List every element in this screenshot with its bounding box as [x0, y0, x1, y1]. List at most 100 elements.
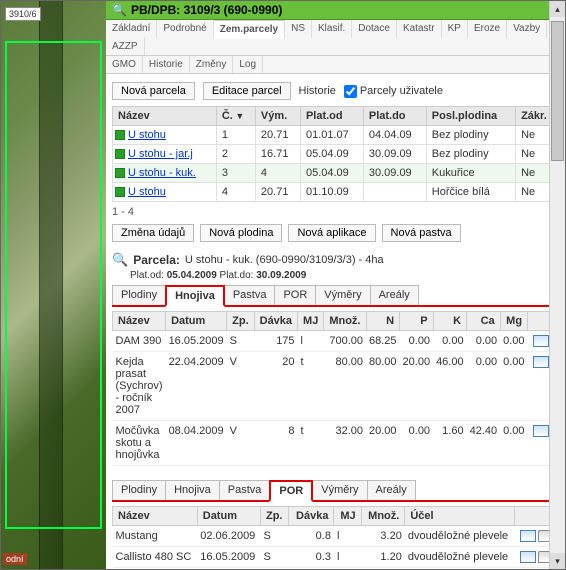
scroll-thumb[interactable]	[551, 21, 564, 161]
col-header[interactable]: Plat.do	[363, 107, 426, 126]
subtab-por[interactable]: POR	[269, 480, 313, 502]
parcel-table: NázevČ.Vým.Plat.odPlat.doPosl.plodinaZák…	[112, 106, 559, 202]
parcela-dates: Plat.od: 05.04.2009 Plat.do: 30.09.2009	[130, 270, 559, 281]
col-header[interactable]: Mg	[500, 312, 527, 331]
tab-kp[interactable]: KP	[442, 20, 468, 38]
nov-plodina-button[interactable]: Nová plodina	[200, 224, 282, 242]
col-header[interactable]: Účel	[405, 507, 515, 526]
col-header[interactable]: Ca	[467, 312, 501, 331]
table-row[interactable]: U stohu - kuk.3405.04.0930.09.09Kukuřice…	[113, 164, 559, 183]
col-header[interactable]: Množ.	[361, 507, 405, 526]
col-header[interactable]: Plat.od	[300, 107, 363, 126]
nov-pastva-button[interactable]: Nová pastva	[382, 224, 461, 242]
status-square-icon	[115, 187, 125, 197]
col-header[interactable]: K	[433, 312, 467, 331]
subtabs-por: PlodinyHnojivaPastvaPORVýměryAreály	[112, 480, 559, 502]
parcel-link[interactable]: U stohu - jar.j	[128, 148, 193, 160]
detail-icon[interactable]	[533, 356, 549, 368]
subtab-por[interactable]: POR	[274, 285, 316, 305]
table-row[interactable]: U stohu - jar.j216.7105.04.0930.09.09Bez…	[113, 145, 559, 164]
plat-do-value: 30.09.2009	[256, 270, 306, 281]
subtab-plodiny[interactable]: Plodiny	[112, 480, 166, 500]
col-header[interactable]: Množ.	[324, 312, 366, 331]
tab-log[interactable]: Log	[233, 56, 263, 73]
parcely-uzivatele-input[interactable]	[344, 85, 357, 98]
scrollbar[interactable]: ▴ ▾	[549, 1, 565, 569]
col-header[interactable]: Název	[113, 507, 198, 526]
subtabs-hnojiva: PlodinyHnojivaPastvaPORVýměryAreály	[112, 285, 559, 307]
tab-azzp[interactable]: AZZP	[106, 38, 145, 55]
col-header[interactable]: Datum	[197, 507, 260, 526]
tab-klasif-[interactable]: Klasif.	[312, 20, 352, 38]
col-header[interactable]: Název	[113, 312, 166, 331]
subtab-areály[interactable]: Areály	[367, 480, 416, 500]
parcely-uzivatele-label: Parcely uživatele	[360, 85, 443, 97]
col-header[interactable]: Dávka	[254, 312, 297, 331]
detail-icon[interactable]	[520, 530, 536, 542]
parcel-link[interactable]: U stohu - kuk.	[128, 167, 196, 179]
col-header[interactable]: Zp.	[227, 312, 255, 331]
subtab-plodiny[interactable]: Plodiny	[112, 285, 166, 305]
col-header[interactable]: Posl.plodina	[426, 107, 515, 126]
parcel-link[interactable]: U stohu	[128, 129, 166, 141]
nov-aplikace-button[interactable]: Nová aplikace	[288, 224, 375, 242]
tab-historie[interactable]: Historie	[143, 56, 190, 73]
tab-katastr[interactable]: Katastr	[397, 20, 442, 38]
search-icon[interactable]: 🔍	[112, 252, 128, 268]
tab-zm-ny[interactable]: Změny	[190, 56, 234, 73]
parcel-detail-header: 🔍 Parcela: U stohu - kuk. (690-0990/3109…	[112, 252, 559, 268]
parcel-pager: 1 - 4	[112, 206, 559, 218]
table-row: Callisto 480 SC16.05.2009S0.3l1.20dvoudě…	[113, 547, 559, 568]
header-bar: 🔍 PB/DPB: 3109/3 (690-0990)	[106, 1, 565, 20]
header-title: PB/DPB: 3109/3 (690-0990)	[131, 3, 282, 17]
subtab-hnojiva[interactable]: Hnojiva	[165, 480, 220, 500]
table-row: DAM 39016.05.2009S175l700.0068.250.000.0…	[113, 331, 566, 352]
main-tabs-row1: ZákladníPodrobnéZem.parcelyNSKlasif.Dota…	[106, 20, 565, 56]
tab-podrobn-[interactable]: Podrobné	[157, 20, 213, 38]
content-area: Nová parcela Editace parcel Historie Par…	[106, 74, 565, 569]
tab-zem-parcely[interactable]: Zem.parcely	[214, 20, 285, 39]
scroll-up-icon[interactable]: ▴	[550, 1, 565, 17]
detail-icon[interactable]	[533, 425, 549, 437]
editace-parcel-button[interactable]: Editace parcel	[203, 82, 291, 100]
search-icon[interactable]: 🔍	[112, 3, 127, 17]
tab-gmo[interactable]: GMO	[106, 56, 143, 73]
tab-z-kladn-[interactable]: Základní	[106, 20, 157, 38]
nova-parcela-button[interactable]: Nová parcela	[112, 82, 195, 100]
col-header[interactable]: Zp.	[260, 507, 288, 526]
col-header[interactable]: Datum	[166, 312, 227, 331]
col-header[interactable]: MJ	[334, 507, 361, 526]
col-header[interactable]: MJ	[298, 312, 324, 331]
action-buttons: Změna údajů Nová plodina Nová aplikace Nová…	[112, 224, 559, 242]
parcel-link[interactable]: U stohu	[128, 186, 166, 198]
subtab-výměry[interactable]: Výměry	[315, 285, 370, 305]
table-row[interactable]: U stohu420.7101.10.09Hořčice bíláNe	[113, 183, 559, 202]
col-header[interactable]: Č.	[216, 107, 255, 126]
plat-od-label: Plat.od:	[130, 270, 164, 281]
zm-na-daj--button[interactable]: Změna údajů	[112, 224, 194, 242]
tab-dotace[interactable]: Dotace	[352, 20, 397, 38]
subtab-pastva[interactable]: Pastva	[224, 285, 276, 305]
col-header[interactable]: Název	[113, 107, 217, 126]
subtab-pastva[interactable]: Pastva	[219, 480, 271, 500]
subtab-areály[interactable]: Areály	[370, 285, 419, 305]
col-header[interactable]: N	[366, 312, 400, 331]
parcel-toolbar: Nová parcela Editace parcel Historie Par…	[112, 82, 559, 100]
subtab-hnojiva[interactable]: Hnojiva	[165, 285, 225, 307]
table-row[interactable]: U stohu120.7101.01.0704.04.09Bez plodiny…	[113, 126, 559, 145]
detail-icon[interactable]	[520, 551, 536, 563]
tab-ns[interactable]: NS	[285, 20, 312, 38]
status-square-icon	[115, 149, 125, 159]
parcely-uzivatele-checkbox[interactable]: Parcely uživatele	[344, 85, 443, 98]
plat-do-label: Plat.do:	[220, 270, 254, 281]
col-header[interactable]: Dávka	[289, 507, 334, 526]
detail-icon[interactable]	[533, 335, 549, 347]
tab-vazby[interactable]: Vazby	[507, 20, 547, 38]
subtab-výměry[interactable]: Výměry	[312, 480, 367, 500]
col-header[interactable]: P	[400, 312, 434, 331]
map-bottom-label: odní	[3, 553, 27, 565]
table-row: Močůvka skotu a hnojůvka08.04.2009V8t32.…	[113, 421, 566, 466]
tab-eroze[interactable]: Eroze	[468, 20, 507, 38]
col-header[interactable]: Vým.	[255, 107, 300, 126]
scroll-down-icon[interactable]: ▾	[550, 553, 565, 569]
